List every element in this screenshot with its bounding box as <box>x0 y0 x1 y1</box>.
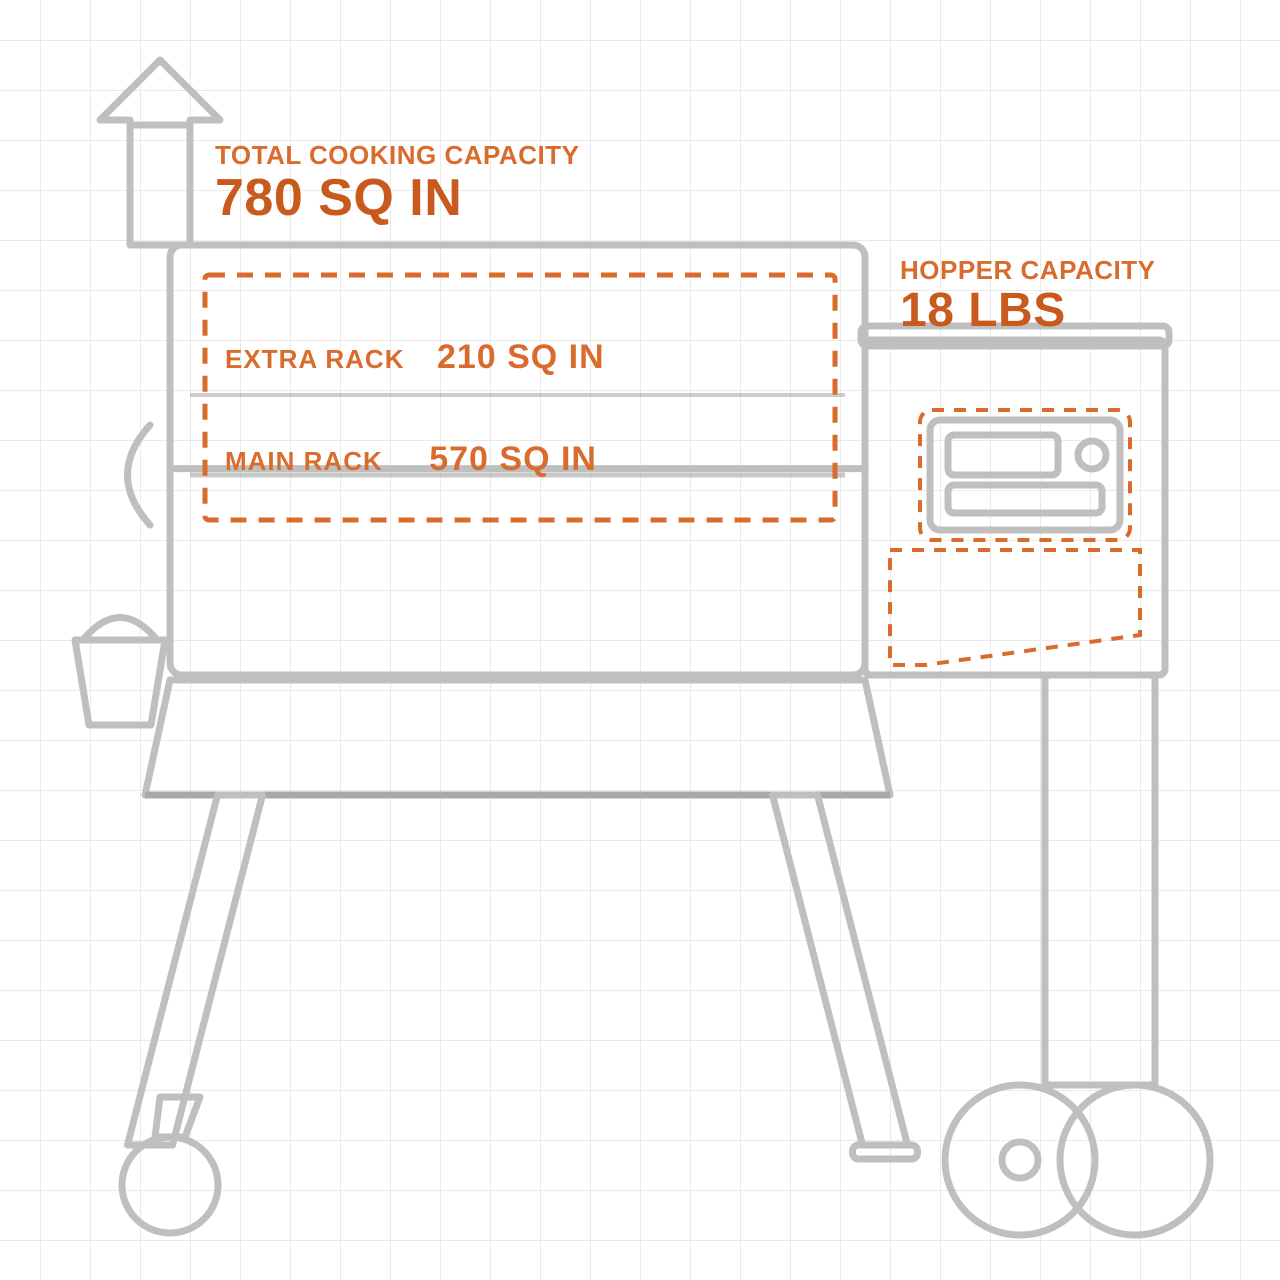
extra-rack-value: 210 SQ IN <box>437 338 605 376</box>
hopper-capacity-key: HOPPER CAPACITY <box>900 255 1156 286</box>
total-capacity-value: 780 SQ IN <box>215 171 579 226</box>
extra-rack-label: EXTRA RACK 210 SQ IN <box>225 338 605 377</box>
main-rack-value: 570 SQ IN <box>429 440 597 478</box>
grill-diagram <box>0 0 1280 1280</box>
extra-rack-key: EXTRA RACK <box>225 344 404 374</box>
total-capacity-label: TOTAL COOKING CAPACITY 780 SQ IN <box>215 140 579 226</box>
total-capacity-key: TOTAL COOKING CAPACITY <box>215 140 579 171</box>
main-rack-key: MAIN RACK <box>225 446 383 476</box>
hopper-capacity-value: 18 LBS <box>900 286 1156 336</box>
hopper-capacity-label: HOPPER CAPACITY 18 LBS <box>900 255 1156 336</box>
main-rack-label: MAIN RACK 570 SQ IN <box>225 440 597 479</box>
